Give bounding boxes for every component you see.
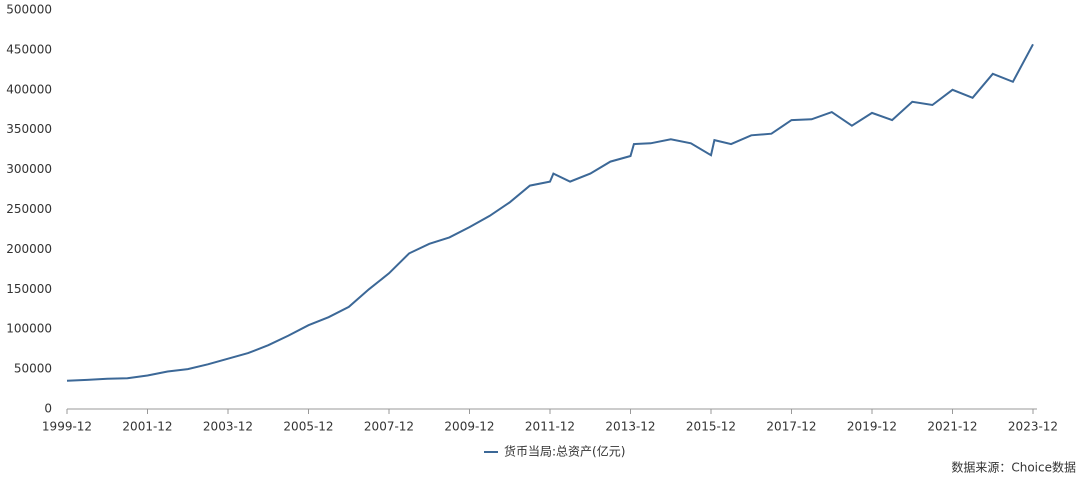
x-tick-label: 1999-12	[42, 420, 92, 434]
x-tick-label: 2023-12	[1008, 420, 1058, 434]
data-line	[66, 43, 1034, 382]
x-tick-label: 2001-12	[122, 420, 172, 434]
x-tick-label: 2011-12	[525, 420, 575, 434]
y-tick-label: 0	[44, 402, 52, 416]
source-note: 数据来源：Choice数据	[951, 460, 1076, 475]
y-tick-label: 250000	[6, 202, 52, 216]
legend-label: 货币当局:总资产(亿元)	[504, 444, 625, 459]
y-tick-label: 50000	[14, 362, 52, 376]
x-tick-label: 2007-12	[364, 420, 414, 434]
y-tick-label: 100000	[6, 322, 52, 336]
x-tick-label: 2003-12	[203, 420, 253, 434]
y-tick-label: 400000	[6, 82, 52, 96]
x-tick-label: 2013-12	[605, 420, 655, 434]
x-tick-label: 2015-12	[686, 420, 736, 434]
y-tick-label: 300000	[6, 162, 52, 176]
x-tick-label: 2017-12	[766, 420, 816, 434]
y-tick-label: 450000	[6, 42, 52, 56]
x-tick-label: 2021-12	[927, 420, 977, 434]
x-tick-label: 2005-12	[283, 420, 333, 434]
y-tick-label: 150000	[6, 282, 52, 296]
y-tick-label: 200000	[6, 242, 52, 256]
y-tick-label: 350000	[6, 122, 52, 136]
y-tick-label: 500000	[6, 3, 52, 17]
x-tick-label: 2019-12	[847, 420, 897, 434]
x-tick-label: 2009-12	[444, 420, 494, 434]
